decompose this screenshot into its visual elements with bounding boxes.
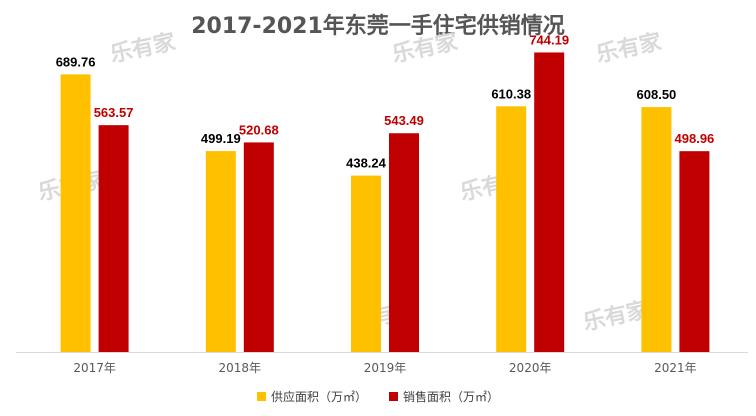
data-label-sales: 744.19 bbox=[529, 32, 569, 47]
data-label-sales: 520.68 bbox=[239, 122, 279, 137]
x-tick-labels: 2017年 2018年 2019年 2020年 2021年 bbox=[73, 361, 696, 375]
bar-sales bbox=[243, 142, 274, 352]
data-label-supply: 689.76 bbox=[56, 54, 96, 69]
x-tick-label: 2021年 bbox=[654, 361, 697, 375]
x-tick-label: 2018年 bbox=[219, 361, 262, 375]
bar-supply bbox=[496, 106, 527, 352]
legend-item-sales: 销售面积（万㎡） bbox=[389, 388, 499, 405]
watermark-text: 乐有家 bbox=[390, 29, 461, 68]
watermark-layer: 乐有家乐有家乐有家乐有家乐有家乐有家乐有家 bbox=[36, 29, 665, 336]
bars-layer: 689.76 499.19 438.24 610.38 608.50 563.57 520.… bbox=[56, 32, 715, 353]
legend-label-sales: 销售面积（万㎡） bbox=[403, 390, 500, 404]
bar-supply bbox=[60, 74, 91, 353]
data-label-supply: 499.19 bbox=[201, 131, 241, 146]
legend-label-supply: 供应面积（万㎡） bbox=[270, 390, 367, 404]
data-label-sales: 563.57 bbox=[94, 105, 134, 120]
legend: 供应面积（万㎡） 销售面积（万㎡） bbox=[0, 388, 756, 405]
bar-supply bbox=[351, 175, 381, 352]
chart-title: 2017-2021年东莞一手住宅供销情况 bbox=[191, 14, 565, 39]
legend-item-supply: 供应面积（万㎡） bbox=[256, 388, 367, 405]
watermark-text: 乐有家 bbox=[594, 29, 665, 68]
watermark-text: 乐有家 bbox=[581, 297, 652, 336]
bar-supply bbox=[641, 107, 672, 352]
x-tick-label: 2020年 bbox=[509, 361, 552, 375]
bar-sales bbox=[389, 133, 419, 352]
bar-sales bbox=[98, 125, 129, 352]
watermark-text: 乐有家 bbox=[108, 29, 179, 68]
x-tick-label: 2017年 bbox=[73, 361, 116, 375]
legend-swatch-sales bbox=[389, 392, 398, 401]
bar-sales bbox=[679, 151, 710, 352]
data-label-supply: 608.50 bbox=[637, 87, 677, 102]
legend-swatch-supply bbox=[256, 392, 266, 401]
bar-sales bbox=[534, 52, 565, 352]
data-label-supply: 438.24 bbox=[346, 156, 387, 171]
x-tick-label: 2019年 bbox=[364, 361, 407, 375]
bar-supply bbox=[205, 151, 236, 352]
data-label-sales: 543.49 bbox=[384, 113, 424, 128]
data-label-sales: 498.96 bbox=[675, 131, 715, 146]
data-label-supply: 610.38 bbox=[491, 86, 531, 101]
